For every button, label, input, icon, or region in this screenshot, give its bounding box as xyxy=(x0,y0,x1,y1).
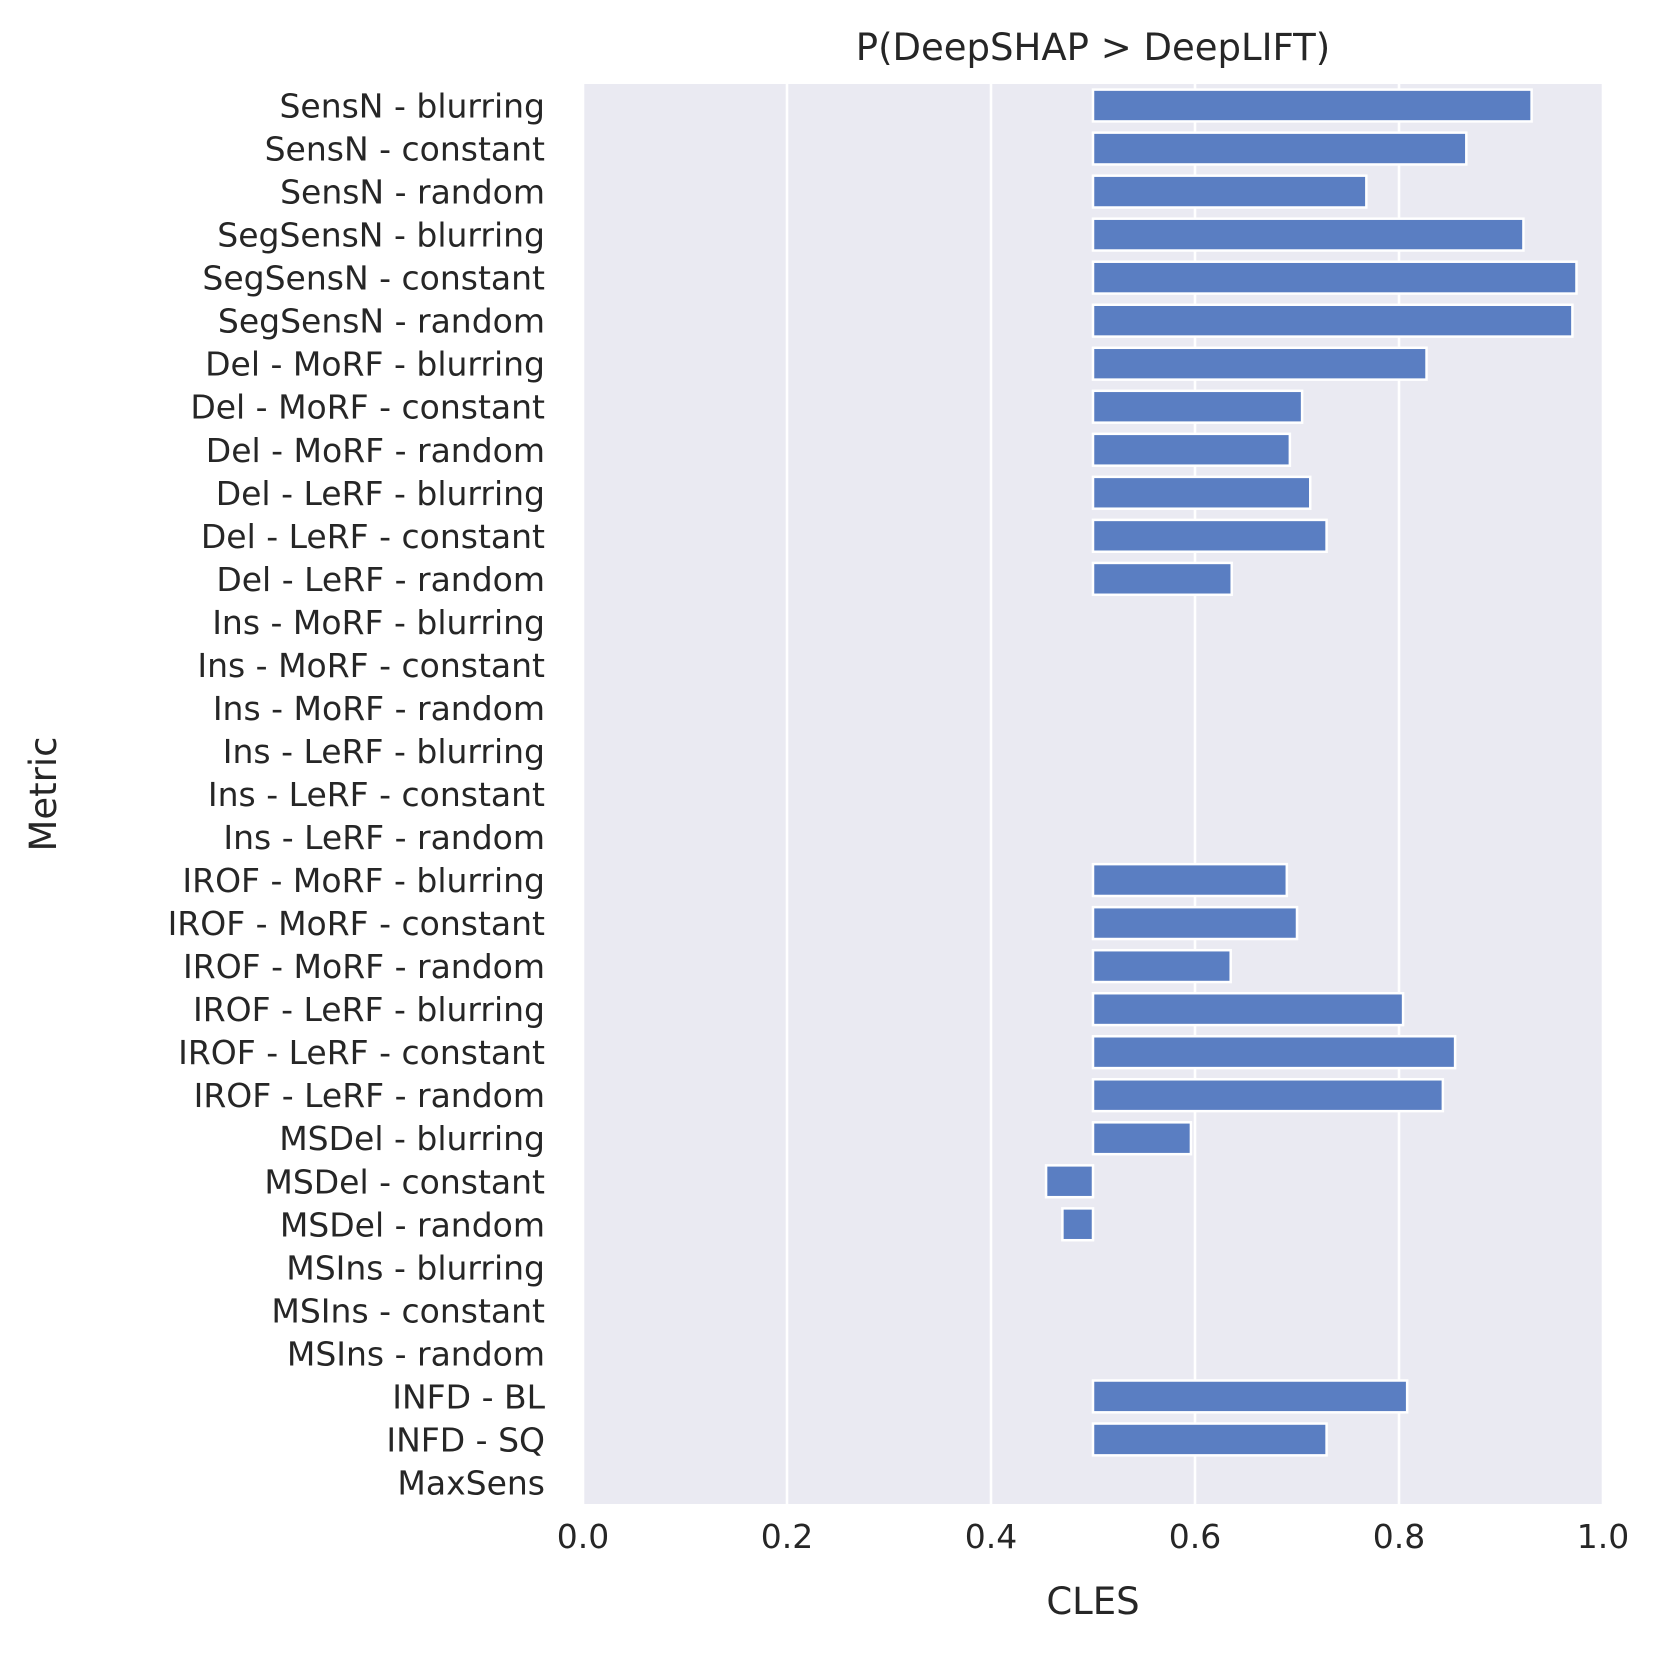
y-tick-label: IROF - MoRF - random xyxy=(183,947,545,986)
y-tick-label: IROF - LeRF - constant xyxy=(178,1033,545,1072)
y-tick-label: Ins - MoRF - blurring xyxy=(212,603,545,642)
y-tick-label: Ins - LeRF - blurring xyxy=(223,732,545,771)
x-tick-label: 0.0 xyxy=(557,1517,609,1556)
y-tick-label: MSDel - random xyxy=(280,1205,545,1244)
bar xyxy=(1091,905,1299,941)
bar xyxy=(1091,948,1232,984)
y-tick-label: Ins - LeRF - random xyxy=(223,818,545,857)
y-tick-label: SegSensN - random xyxy=(218,302,545,341)
y-tick-label: MSIns - blurring xyxy=(286,1248,545,1287)
y-axis-label: Metric xyxy=(22,736,65,851)
x-tick-label: 0.4 xyxy=(965,1517,1017,1556)
bar xyxy=(1091,260,1578,295)
bar xyxy=(1091,88,1533,123)
y-tick-label: MSIns - constant xyxy=(271,1291,545,1330)
y-tick-label: Del - LeRF - constant xyxy=(201,517,545,556)
y-tick-label: Del - MoRF - blurring xyxy=(205,345,545,384)
bar xyxy=(1091,561,1233,597)
y-tick-label: Ins - MoRF - random xyxy=(213,689,545,728)
y-tick-label: MSDel - constant xyxy=(264,1162,545,1201)
bar xyxy=(1091,174,1368,209)
y-tick-label: MSDel - blurring xyxy=(279,1119,545,1158)
y-tick-label: Del - LeRF - blurring xyxy=(216,474,545,513)
bar xyxy=(1091,991,1405,1027)
y-tick-label: INFD - SQ xyxy=(386,1420,545,1459)
y-tick-label: Ins - LeRF - constant xyxy=(208,775,545,814)
x-tick-labels: 0.0 0.2 0.4 0.6 0.8 1.0 xyxy=(557,1517,1629,1556)
bar xyxy=(1091,475,1312,510)
x-tick-label: 1.0 xyxy=(1577,1517,1629,1556)
y-tick-label: IROF - MoRF - blurring xyxy=(182,861,545,900)
bar xyxy=(1091,1078,1445,1113)
bar xyxy=(1044,1164,1095,1199)
bar xyxy=(1061,1207,1095,1242)
y-tick-label: MaxSens xyxy=(397,1463,545,1502)
bar xyxy=(1091,389,1304,424)
bar xyxy=(1091,862,1289,898)
y-tick-label: Del - MoRF - random xyxy=(206,431,545,470)
y-tick-label: SegSensN - constant xyxy=(202,259,545,298)
y-tick-label: SensN - random xyxy=(280,173,545,212)
bar xyxy=(1091,432,1292,467)
y-tick-label: Del - LeRF - random xyxy=(216,560,545,599)
bar xyxy=(1091,1422,1328,1457)
bar xyxy=(1091,217,1525,252)
x-tick-label: 0.6 xyxy=(1169,1517,1221,1556)
y-tick-labels: SensN - blurring SensN - constant SensN - … xyxy=(168,87,546,1503)
bar xyxy=(1091,518,1328,553)
bar xyxy=(1091,346,1428,381)
bar xyxy=(1091,1379,1409,1414)
y-tick-label: Ins - MoRF - constant xyxy=(197,646,545,685)
y-tick-label: IROF - MoRF - constant xyxy=(168,904,545,943)
bar xyxy=(1091,131,1468,166)
x-tick-label: 0.8 xyxy=(1373,1517,1425,1556)
y-tick-label: SensN - constant xyxy=(265,130,545,169)
x-tick-label: 0.2 xyxy=(761,1517,813,1556)
y-tick-label: IROF - LeRF - random xyxy=(194,1076,545,1115)
bar xyxy=(1091,1121,1193,1156)
y-tick-label: INFD - BL xyxy=(392,1377,545,1416)
y-tick-label: Del - MoRF - constant xyxy=(190,388,545,427)
bars xyxy=(1044,88,1578,1457)
bar xyxy=(1091,303,1574,338)
y-tick-label: IROF - LeRF - blurring xyxy=(193,990,545,1029)
plot-area xyxy=(583,84,1603,1504)
y-tick-label: MSIns - random xyxy=(287,1334,545,1373)
chart-title: P(DeepSHAP > DeepLIFT) xyxy=(856,26,1330,69)
x-axis-label: CLES xyxy=(1046,1580,1139,1623)
y-tick-label: SegSensN - blurring xyxy=(217,216,545,255)
bar xyxy=(1091,1035,1457,1070)
y-tick-label: SensN - blurring xyxy=(279,87,545,126)
